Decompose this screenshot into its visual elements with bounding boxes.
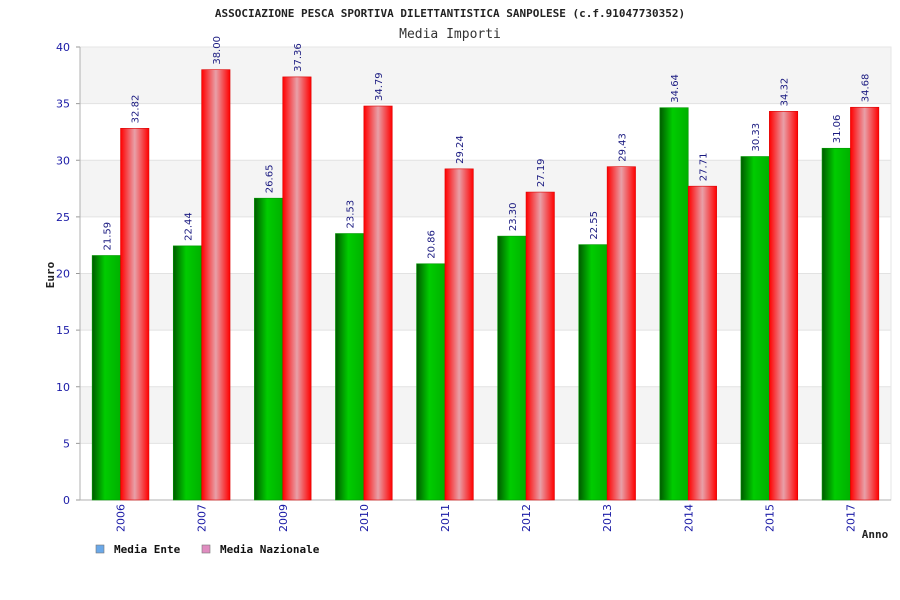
x-tick-label: 2012 xyxy=(520,504,533,532)
bar-value-label: 23.30 xyxy=(508,202,519,231)
bar-media-ente xyxy=(172,245,202,501)
bar-media-nazionale xyxy=(606,166,636,501)
bar-media-ente xyxy=(821,147,851,501)
bar-media-nazionale xyxy=(850,106,880,501)
y-tick-label: 5 xyxy=(63,437,70,450)
y-tick-label: 15 xyxy=(56,324,70,337)
bar-media-ente xyxy=(578,244,608,501)
bar-value-label: 34.32 xyxy=(780,78,791,107)
x-tick-label: 2011 xyxy=(439,504,452,532)
bar-media-ente xyxy=(497,235,527,501)
x-tick-label: 2006 xyxy=(115,504,128,532)
x-tick-label: 2010 xyxy=(358,504,371,532)
bar-media-nazionale xyxy=(687,185,717,501)
bar-media-ente xyxy=(254,197,284,501)
bar-media-ente xyxy=(91,255,121,501)
bar-value-label: 29.43 xyxy=(617,133,628,162)
y-tick-label: 35 xyxy=(56,98,70,111)
bar-media-nazionale xyxy=(120,128,150,501)
bar-value-label: 29.24 xyxy=(455,135,466,164)
bar-value-label: 23.53 xyxy=(346,200,357,229)
chart-title: ASSOCIAZIONE PESCA SPORTIVA DILETTANTIST… xyxy=(215,7,685,20)
y-tick-label: 20 xyxy=(56,268,70,281)
bar-media-nazionale xyxy=(201,69,231,501)
x-axis-label: Anno xyxy=(862,528,889,541)
bar-media-ente xyxy=(740,156,770,501)
bar-value-label: 22.55 xyxy=(589,211,600,240)
bar-value-label: 31.06 xyxy=(832,115,843,144)
legend: Media Ente Media Nazionale xyxy=(95,543,320,556)
y-axis-label: Euro xyxy=(44,261,57,288)
y-tick-label: 30 xyxy=(56,154,70,167)
y-tick-label: 10 xyxy=(56,381,70,394)
legend-label: Media Nazionale xyxy=(220,543,320,556)
legend-label: Media Ente xyxy=(114,543,181,556)
bar-value-label: 34.68 xyxy=(861,74,872,103)
bar-value-label: 34.64 xyxy=(670,74,681,103)
legend-swatch xyxy=(201,544,211,554)
bar-value-label: 27.19 xyxy=(536,158,547,187)
bar-media-ente xyxy=(416,263,446,501)
y-tick-label: 40 xyxy=(56,41,70,54)
bar-value-label: 30.33 xyxy=(751,123,762,152)
bar-media-ente xyxy=(659,107,689,501)
x-tick-label: 2015 xyxy=(763,504,776,532)
bar-media-ente xyxy=(335,233,365,501)
bar-media-nazionale xyxy=(282,76,312,501)
bar-value-label: 22.44 xyxy=(183,212,194,241)
bar-media-nazionale xyxy=(363,105,393,501)
y-tick-label: 25 xyxy=(56,211,70,224)
bar-value-label: 27.71 xyxy=(698,153,709,182)
x-tick-label: 2009 xyxy=(277,504,290,532)
plot-area: 0 5 10 15 20 25 30 35 40 21.59 32.82 2006 22.44 38.00… xyxy=(56,36,892,532)
x-tick-label: 2014 xyxy=(682,504,695,532)
bar-value-label: 21.59 xyxy=(102,222,113,251)
y-tick-label: 0 xyxy=(63,494,70,507)
x-tick-label: 2013 xyxy=(601,504,614,532)
x-tick-label: 2007 xyxy=(196,504,209,532)
x-tick-label: 2017 xyxy=(844,504,857,532)
legend-swatch xyxy=(95,544,105,554)
bar-value-label: 20.86 xyxy=(427,230,438,259)
bar-value-label: 38.00 xyxy=(212,36,223,65)
bar-media-nazionale xyxy=(525,191,555,501)
bar-value-label: 32.82 xyxy=(131,95,142,124)
chart-subtitle: Media Importi xyxy=(399,27,501,42)
bar-value-label: 34.79 xyxy=(374,72,385,101)
bar-value-label: 26.65 xyxy=(265,165,276,194)
bar-media-nazionale xyxy=(444,168,474,501)
bar-media-nazionale xyxy=(769,111,799,501)
bar-value-label: 37.36 xyxy=(293,43,304,72)
